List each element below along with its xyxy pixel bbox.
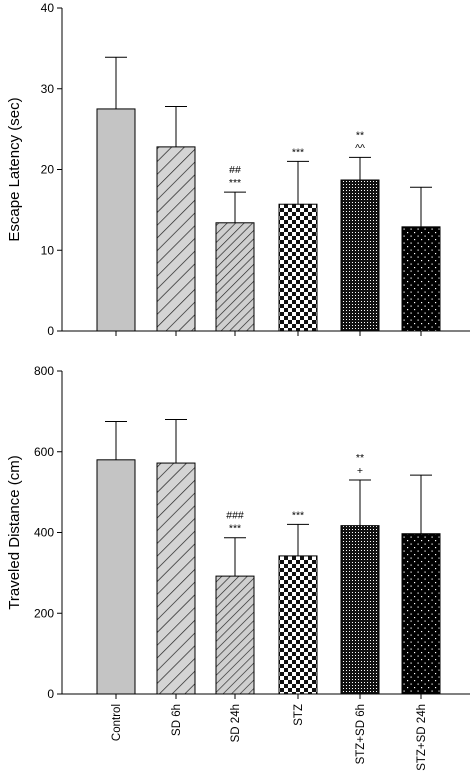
bar-stz-sd-24h <box>401 533 441 695</box>
bar-stz-sd-24h <box>401 226 441 332</box>
y-tick-label: 30 <box>41 82 55 96</box>
significance-marker: ^^ <box>355 142 365 154</box>
y-tick-label: 0 <box>47 687 54 701</box>
bar-stz-sd-6h <box>340 525 380 695</box>
x-category-label: STZ+SD 24h <box>416 704 428 771</box>
y-tick-label: 200 <box>34 606 54 620</box>
x-category-label: STZ <box>293 704 305 726</box>
y-tick-label: 0 <box>47 324 54 338</box>
bar-sd-6h <box>156 462 196 695</box>
y-axis-title: Escape Latency (sec) <box>6 97 23 241</box>
significance-marker: ## <box>229 164 241 176</box>
y-tick-label: 10 <box>41 243 55 257</box>
significance-marker: *** <box>292 509 304 521</box>
bar-stz <box>278 203 318 332</box>
bar-control <box>96 108 136 332</box>
significance-marker: ** <box>356 452 364 464</box>
y-tick-label: 600 <box>34 445 54 459</box>
significance-marker: + <box>357 465 363 477</box>
significance-marker: *** <box>229 523 241 535</box>
bar-stz-sd-6h <box>340 179 380 332</box>
bar-sd-24h <box>215 575 255 695</box>
x-category-labels: Control SD 6h SD 24h STZ STZ+SD 6h STZ+SD 24h <box>111 704 428 771</box>
x-category-label: SD 6h <box>171 704 183 736</box>
y-axis-title: Traveled Distance (cm) <box>6 455 23 609</box>
significance-marker: ### <box>226 510 244 522</box>
bar-stz <box>278 555 318 695</box>
y-tick-label: 20 <box>41 163 55 177</box>
bar-control <box>96 459 136 695</box>
bar-sd-6h <box>156 146 196 332</box>
y-tick-label: 800 <box>34 364 54 378</box>
y-tick-label: 40 <box>41 1 55 15</box>
significance-marker: *** <box>292 146 304 158</box>
significance-marker: ** <box>356 129 364 141</box>
x-category-label: SD 24h <box>230 704 242 742</box>
y-tick-label: 400 <box>34 526 54 540</box>
bar-sd-24h <box>215 222 255 332</box>
x-category-label: STZ+SD 6h <box>355 704 367 764</box>
x-category-label: Control <box>111 704 123 741</box>
significance-marker: *** <box>229 177 241 189</box>
